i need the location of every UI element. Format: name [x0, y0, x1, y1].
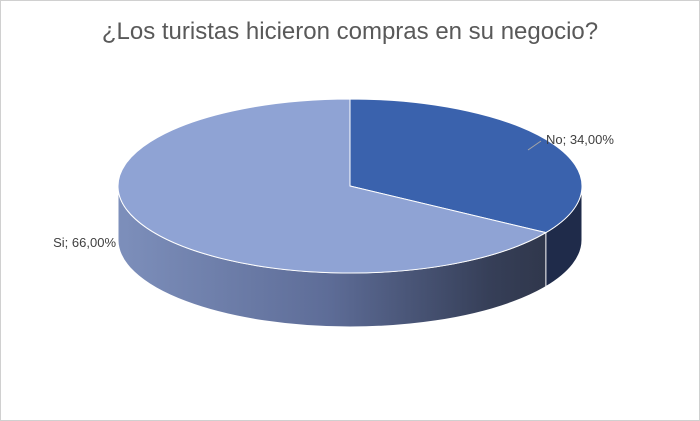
data-label-si: Si; 66,00%: [53, 235, 116, 250]
pie-slice-no: [349, 98, 583, 234]
leader-line-no: [527, 140, 542, 151]
data-label-no: No; 34,00%: [546, 132, 614, 147]
chart-title: ¿Los turistas hicieron compras en su neg…: [101, 18, 599, 45]
pie-slice-si: [117, 98, 548, 274]
